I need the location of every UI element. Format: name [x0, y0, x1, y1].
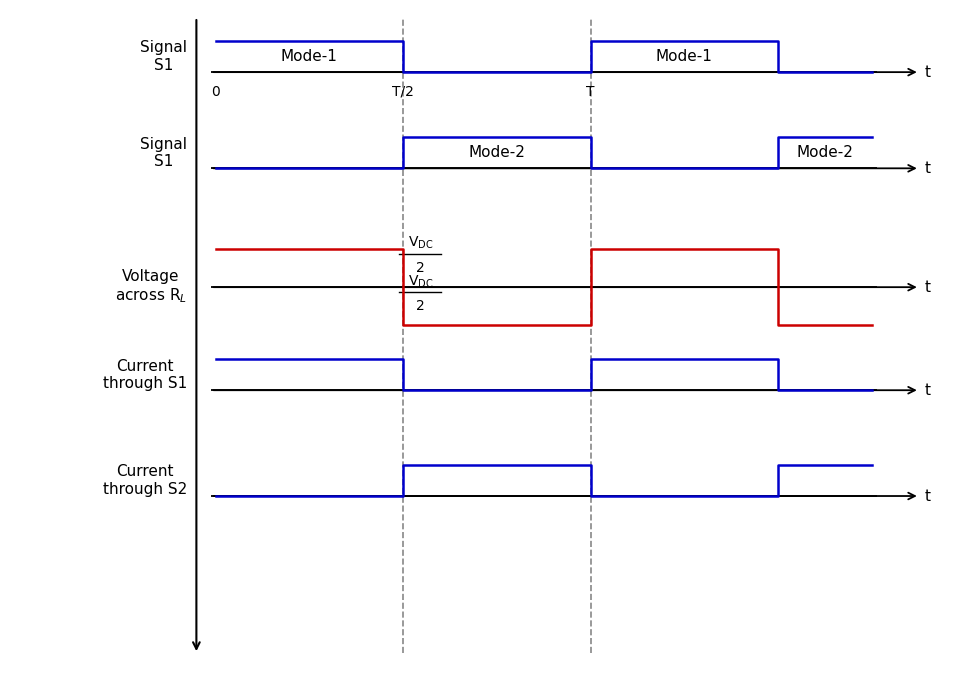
Text: t: t [924, 488, 930, 504]
Text: T: T [586, 85, 595, 98]
Text: $\mathregular{V_{DC}}$: $\mathregular{V_{DC}}$ [407, 235, 433, 251]
Text: Signal
S1: Signal S1 [140, 137, 187, 169]
Text: Current
through S2: Current through S2 [103, 464, 187, 497]
Text: t: t [924, 161, 930, 176]
Text: t: t [924, 383, 930, 398]
Text: Mode-2: Mode-2 [796, 146, 854, 160]
Text: Voltage
across R$_L$: Voltage across R$_L$ [115, 269, 187, 306]
Text: Current
through S1: Current through S1 [103, 359, 187, 391]
Text: t: t [924, 280, 930, 295]
Text: t: t [924, 65, 930, 80]
Text: Mode-2: Mode-2 [468, 146, 525, 160]
Text: T/2: T/2 [392, 85, 414, 98]
Text: $\mathregular{V_{DC}}$: $\mathregular{V_{DC}}$ [407, 273, 433, 290]
Text: Signal
S1: Signal S1 [140, 41, 187, 73]
Text: 0: 0 [211, 85, 220, 98]
Text: Mode-1: Mode-1 [656, 49, 713, 64]
Text: 2: 2 [416, 299, 424, 313]
Text: 2: 2 [416, 261, 424, 275]
Text: Mode-1: Mode-1 [281, 49, 338, 64]
